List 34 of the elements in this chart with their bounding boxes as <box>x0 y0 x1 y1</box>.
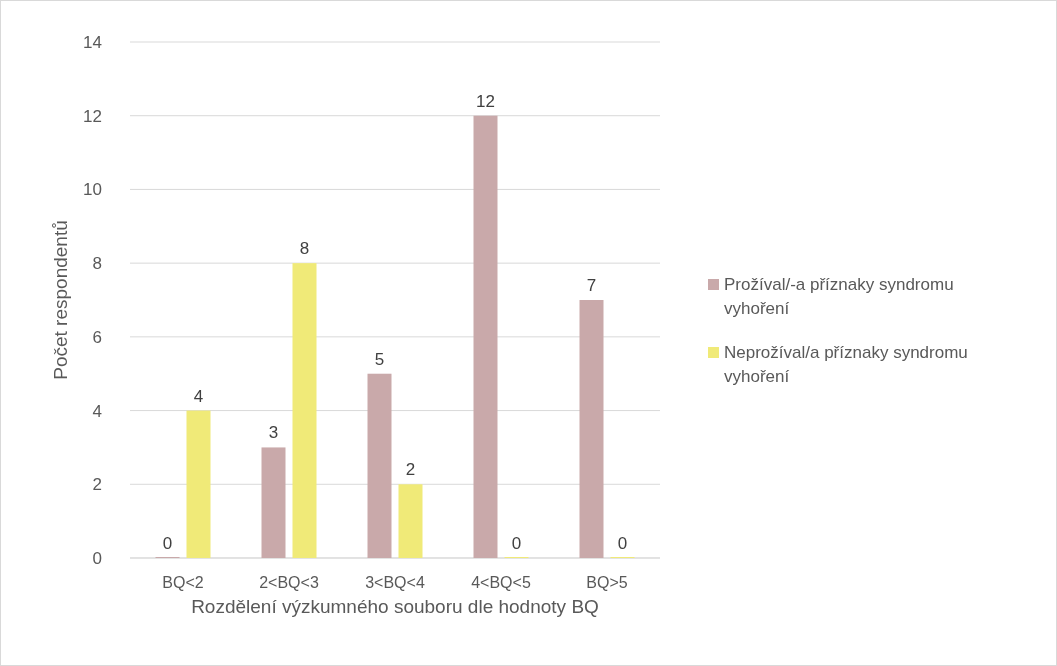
data-label: 0 <box>617 534 628 553</box>
bar <box>473 115 498 558</box>
bar <box>579 300 604 558</box>
x-tick-label: 3<BQ<4 <box>365 574 425 591</box>
y-tick-label: 8 <box>92 254 102 274</box>
legend-label: Neprožíval/a příznaky syndromu vyhoření <box>724 343 968 386</box>
data-label: 7 <box>586 276 597 295</box>
y-tick-label: 10 <box>83 180 102 200</box>
data-label: 0 <box>162 534 173 553</box>
x-tick-label: 2<BQ<3 <box>259 574 319 591</box>
x-axis-title: Rozdělení výzkumného souboru dle hodnoty BQ <box>191 596 599 617</box>
bar <box>261 447 286 558</box>
data-label: 4 <box>193 386 204 406</box>
bar <box>367 373 392 558</box>
data-label: 0 <box>511 534 522 553</box>
legend-label: Prožíval/-a příznaky syndromu vyhoření <box>724 275 954 318</box>
data-label: 12 <box>476 91 495 111</box>
bar <box>186 410 211 558</box>
y-axis-title: Počet respondentů <box>50 220 71 380</box>
y-tick-label: 0 <box>92 548 102 568</box>
x-tick-label: 4<BQ<5 <box>471 574 531 591</box>
data-label: 3 <box>268 423 279 443</box>
data-label: 5 <box>374 349 385 369</box>
x-tick-label: BQ>5 <box>586 574 628 591</box>
y-tick-label: 2 <box>92 475 102 495</box>
y-tick-label: 6 <box>92 327 102 347</box>
x-tick-label: BQ<2 <box>162 574 204 591</box>
data-label: 2 <box>405 460 416 480</box>
data-label: 8 <box>299 239 310 259</box>
bar <box>398 484 423 558</box>
y-tick-label: 12 <box>83 106 102 126</box>
y-tick-label: 4 <box>92 401 102 421</box>
y-tick-label: 14 <box>83 32 102 52</box>
bar <box>292 263 317 558</box>
